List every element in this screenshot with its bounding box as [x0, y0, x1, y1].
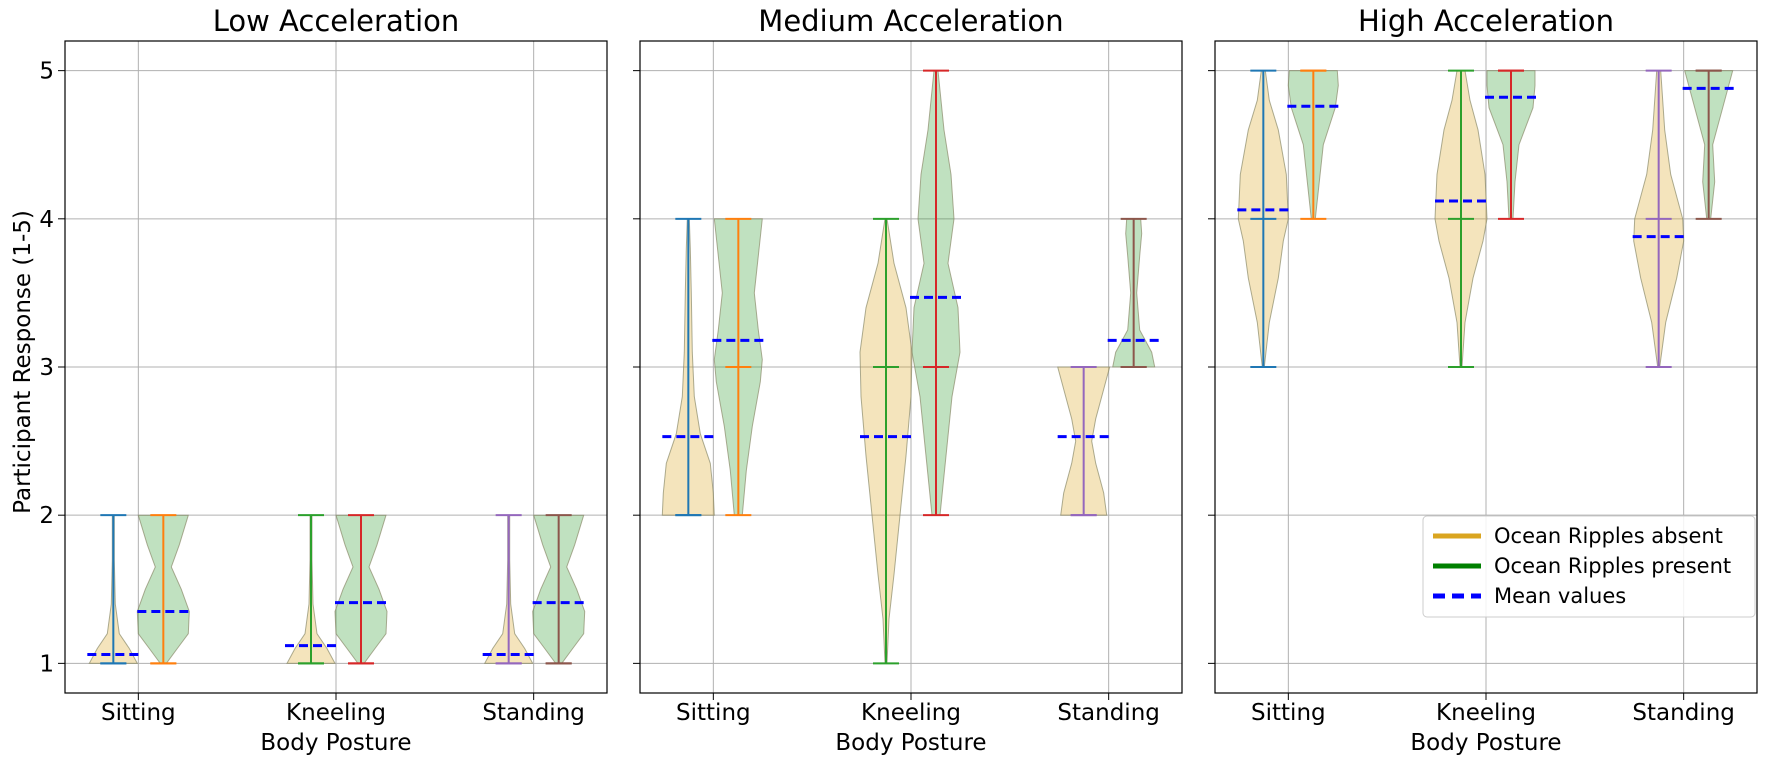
panel-3: Sitting Kneeling Standing Body Posture High …: [1208, 4, 1758, 756]
violin-absent-kneeling: [859, 217, 913, 665]
x-tick-label: Standing: [482, 700, 584, 726]
x-axis-label: Body Posture: [835, 730, 986, 756]
legend-label: Ocean Ripples present: [1494, 554, 1731, 578]
x-tick-label: Sitting: [676, 700, 751, 726]
violin-absent-sitting: [1237, 69, 1290, 368]
violin-absent-standing: [1632, 69, 1685, 368]
violin-present-standing: [1107, 217, 1160, 368]
violin-present-kneeling: [334, 514, 388, 665]
violin-absent-standing: [482, 514, 535, 665]
x-tick-label: Kneeling: [1436, 700, 1536, 726]
x-tick-label: Sitting: [101, 700, 176, 726]
y-tick-label: 1: [39, 651, 54, 677]
y-tick-label: 3: [39, 355, 54, 381]
y-tick-label: 4: [39, 207, 54, 233]
x-axis-label: Body Posture: [1410, 730, 1561, 756]
panel-2: Sitting Kneeling Standing Body Posture Mediu…: [633, 4, 1183, 756]
violin-present-sitting: [136, 514, 190, 665]
x-tick-label: Sitting: [1251, 700, 1326, 726]
panel-title: High Acceleration: [1358, 4, 1614, 38]
legend-box: [1422, 515, 1756, 618]
violin-present-sitting: [1287, 69, 1340, 220]
violin-present-standing: [1682, 69, 1735, 220]
violin-present-standing: [532, 514, 586, 665]
panel-1: 1 2 3 4 5 Sitting Kneeling Standing Body Posture…: [39, 4, 608, 756]
x-tick-label: Standing: [1632, 700, 1734, 726]
panels-layer: 1 2 3 4 5 Sitting Kneeling Standing Body Posture…: [39, 4, 1758, 756]
y-tick-label: 5: [39, 59, 54, 85]
violin-absent-standing: [1057, 366, 1111, 517]
violin-absent-sitting: [87, 514, 140, 665]
violin-absent-kneeling: [1434, 69, 1488, 368]
x-tick-label: Kneeling: [861, 700, 961, 726]
legend-label: Ocean Ripples absent: [1494, 524, 1723, 548]
violin-present-sitting: [712, 217, 765, 517]
panel-title: Medium Acceleration: [758, 4, 1063, 38]
violin-present-kneeling: [910, 69, 962, 517]
violin-absent-kneeling: [285, 514, 337, 665]
legend-label: Mean values: [1494, 584, 1626, 608]
legend: Ocean Ripples absent Ocean Ripples presen…: [1422, 515, 1756, 618]
x-tick-label: Standing: [1057, 700, 1159, 726]
y-axis-label: Participant Response (1-5): [10, 210, 36, 514]
x-tick-label: Kneeling: [286, 700, 386, 726]
violin-present-kneeling: [1485, 69, 1537, 220]
panel-title: Low Acceleration: [213, 4, 460, 38]
y-tick-label: 2: [39, 503, 54, 529]
violin-absent-sitting: [661, 217, 715, 517]
x-axis-label: Body Posture: [260, 730, 411, 756]
